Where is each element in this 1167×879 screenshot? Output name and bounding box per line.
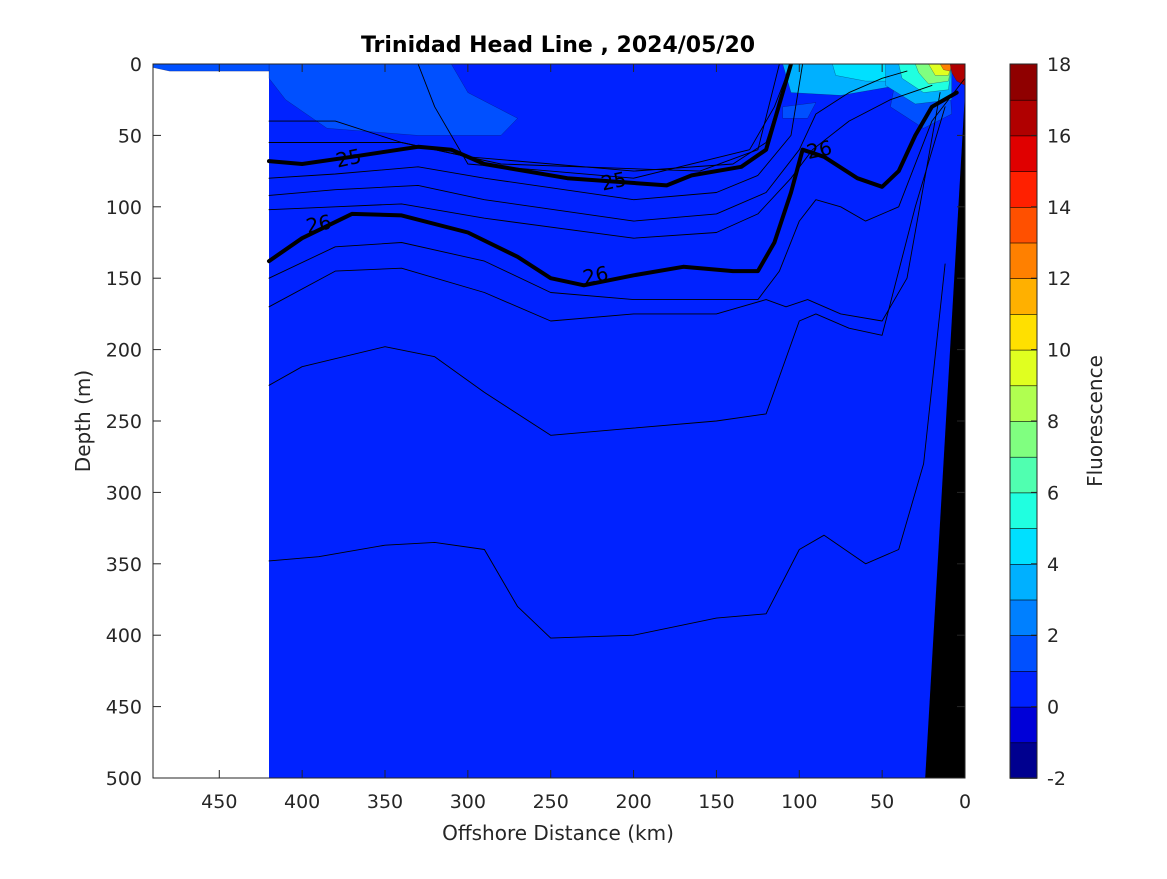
x-tick-label-5: 200 [615, 791, 651, 813]
x-tick-label-2: 350 [367, 791, 403, 813]
x-axis-ticks: 450 400 350 300 250 200 150 100 50 0 [201, 64, 971, 813]
colorbar [1009, 63, 1038, 779]
x-tick-label-4: 250 [533, 791, 569, 813]
x-tick-label-3: 300 [450, 791, 486, 813]
isopycnal-line-8 [268, 77, 965, 301]
colorbar-tick-label-7: 12 [1047, 268, 1071, 290]
contour-label-7-0: 26 [304, 210, 334, 239]
fluorescence-patch-0 [268, 64, 518, 136]
colorbar-tick-label-5: 8 [1047, 411, 1059, 433]
y-tick-label-2: 100 [106, 197, 142, 219]
chart-title: Trinidad Head Line , 2024/05/20 [361, 33, 755, 58]
contour-label-7-1: 26 [581, 261, 611, 290]
isopycnal-line-3 [267, 64, 793, 188]
contour-label-3-1: 25 [599, 167, 629, 196]
fluorescence-patch-4 [782, 102, 817, 119]
colorbar-block-11 [1009, 349, 1038, 387]
colorbar-block-16 [1009, 170, 1038, 208]
y-tick-label-7: 350 [106, 554, 142, 576]
colorbar-block-15 [1009, 206, 1038, 244]
y-tick-label-3: 150 [106, 268, 142, 290]
colorbar-block-1 [1009, 706, 1038, 744]
contour-label-3-0: 25 [334, 144, 364, 173]
isopycnal-line-2 [268, 64, 780, 172]
colorbar-tick-label-2: 2 [1047, 625, 1059, 647]
colorbar-tick-label-10: 18 [1047, 54, 1071, 76]
isopycnal-contours [267, 64, 965, 639]
colorbar-block-14 [1009, 242, 1038, 280]
x-tick-label-7: 100 [781, 791, 817, 813]
colorbar-block-19 [1009, 63, 1038, 101]
y-tick-label-5: 250 [106, 411, 142, 433]
y-axis-label: Depth (m) [71, 370, 95, 472]
seafloor-topography [925, 92, 965, 778]
isopycnal-line-4 [268, 64, 804, 201]
colorbar-tick-label-9: 16 [1047, 125, 1071, 147]
colorbar-tick-label-4: 6 [1047, 482, 1059, 504]
colorbar-ticks: -2 0 2 4 6 8 10 12 14 16 18 [1031, 54, 1071, 790]
colorbar-block-18 [1009, 99, 1038, 137]
y-tick-label-6: 300 [106, 482, 142, 504]
colorbar-block-2 [1009, 670, 1038, 708]
x-tick-label-6: 150 [698, 791, 734, 813]
isopycnal-line-11 [268, 263, 946, 639]
isopycnal-line-9 [268, 92, 941, 322]
colorbar-label: Fluorescence [1083, 355, 1107, 487]
x-axis-label: Offshore Distance (km) [442, 821, 674, 845]
colorbar-block-13 [1009, 277, 1038, 315]
isopycnal-line-1 [268, 64, 792, 172]
colorbar-block-5 [1009, 563, 1038, 601]
isopycnal-line-6 [268, 84, 933, 239]
colorbar-block-12 [1009, 313, 1038, 351]
colorbar-block-8 [1009, 456, 1038, 494]
isopycnal-line-10 [268, 106, 946, 436]
x-tick-label-8: 50 [870, 791, 894, 813]
y-tick-label-10: 500 [106, 768, 142, 790]
plot-area [153, 64, 965, 778]
colorbar-block-7 [1009, 492, 1038, 529]
contour-label-7-2: 26 [804, 135, 834, 164]
fluorescence-patch-1 [153, 64, 270, 72]
fluorescence-patch-11 [939, 64, 952, 72]
isopycnal-line-0 [417, 64, 792, 179]
no-data-area [153, 64, 269, 778]
y-tick-label-0: 0 [130, 54, 142, 76]
x-tick-label-9: 0 [959, 791, 971, 813]
x-tick-label-1: 400 [284, 791, 320, 813]
colorbar-block-4 [1009, 599, 1038, 637]
colorbar-block-10 [1009, 384, 1038, 422]
y-tick-label-4: 200 [106, 340, 142, 362]
colorbar-block-6 [1009, 527, 1038, 565]
contour-labels: 25 25 26 26 26 [304, 135, 834, 289]
y-tick-label-1: 50 [118, 125, 142, 147]
colorbar-block-17 [1009, 135, 1038, 172]
colorbar-tick-label-1: 0 [1047, 697, 1059, 719]
x-tick-label-0: 450 [201, 791, 237, 813]
colorbar-block-0 [1009, 741, 1038, 779]
colorbar-tick-label-0: -2 [1047, 768, 1066, 790]
y-tick-label-9: 450 [106, 697, 142, 719]
colorbar-tick-label-6: 10 [1047, 340, 1071, 362]
isopycnal-line-5 [268, 70, 908, 222]
colorbar-tick-label-8: 14 [1047, 197, 1071, 219]
y-tick-label-8: 400 [106, 625, 142, 647]
colorbar-tick-label-3: 4 [1047, 554, 1059, 576]
isopycnal-line-7 [267, 90, 959, 288]
fluorescence-patches [153, 64, 965, 136]
colorbar-block-9 [1009, 420, 1038, 458]
y-axis-ticks: 0 50 100 150 200 250 300 350 400 450 500 [106, 54, 965, 790]
colorbar-block-3 [1009, 634, 1038, 672]
